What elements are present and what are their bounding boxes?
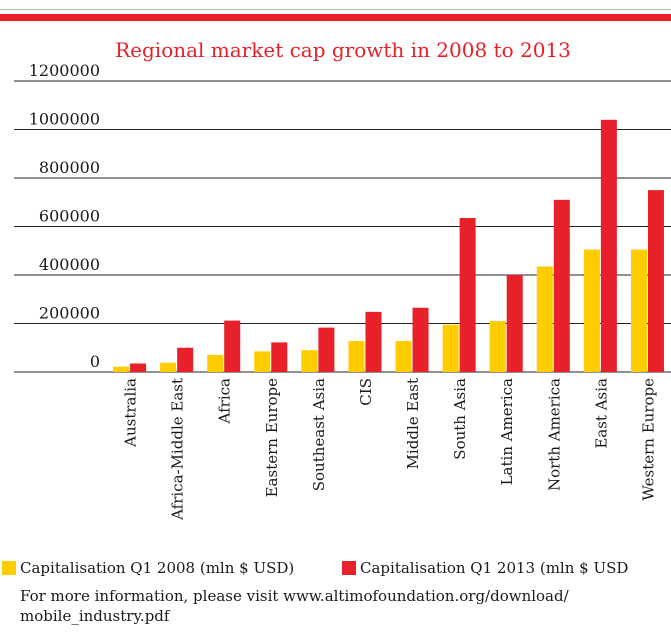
x-tick-label: Western Europe [639, 378, 657, 501]
y-tick-label: 600000 [39, 207, 100, 226]
bar-2013-eastern-europe [271, 342, 288, 372]
bar-2008-eastern-europe [254, 351, 271, 372]
x-tick-label: CIS [357, 378, 375, 406]
bar-2013-east-asia [600, 119, 617, 372]
x-tick-label: Africa [216, 378, 234, 424]
bar-chart: Regional market cap growth in 2008 to 20… [14, 38, 671, 521]
footer-note: For more information, please visit www.a… [20, 587, 569, 625]
y-tick-label: 1000000 [29, 110, 100, 129]
y-tick-label: 0 [90, 352, 100, 371]
bar-2013-western-europe [647, 190, 664, 372]
bar-2008-latin-america [489, 321, 506, 372]
bars [113, 119, 664, 372]
legend-item-2013: Capitalisation Q1 2013 (mln $ USD [342, 559, 628, 577]
y-tick-label: 400000 [39, 255, 100, 274]
legend-swatch-2013 [342, 561, 356, 575]
bar-2008-middle-east [395, 340, 412, 372]
bar-2008-cis [348, 340, 365, 372]
x-tick-label: Eastern Europe [263, 378, 281, 498]
bar-2008-western-europe [630, 249, 647, 372]
bar-2008-north-america [536, 266, 553, 372]
x-tick-label: North America [545, 378, 563, 491]
bar-2013-south-asia [459, 218, 476, 372]
x-tick-label: Southeast Asia [310, 378, 328, 491]
legend-swatch-2008 [2, 561, 16, 575]
bar-2008-africa [207, 355, 224, 372]
gridlines [14, 80, 671, 373]
header-thin-rule [0, 9, 671, 10]
y-tick-label: 200000 [39, 304, 100, 323]
bar-2008-africa-middle-east [160, 362, 177, 372]
bar-2013-africa-middle-east [177, 347, 194, 372]
bar-2008-east-asia [583, 249, 600, 372]
bar-2013-africa [224, 320, 241, 372]
legend-label-2008: Capitalisation Q1 2008 (mln $ USD) [20, 559, 295, 577]
bar-2008-southeast-asia [301, 350, 318, 372]
x-tick-label: Middle East [404, 378, 422, 469]
x-tick-label: East Asia [592, 378, 610, 449]
x-axis: Australia Africa-Middle East Africa Eastern… [122, 378, 658, 521]
y-tick-label: 800000 [39, 158, 100, 177]
bar-2013-southeast-asia [318, 327, 335, 372]
x-tick-label: Africa-Middle East [169, 378, 187, 521]
x-tick-label: South Asia [451, 378, 469, 460]
y-axis: 0 200000 400000 600000 800000 1000000 1200000 [29, 61, 100, 371]
x-tick-label: Australia [122, 378, 140, 448]
bar-2008-south-asia [442, 324, 459, 372]
legend-item-2008: Capitalisation Q1 2008 (mln $ USD) [2, 559, 294, 577]
bar-2013-latin-america [506, 275, 523, 372]
header-accent-rule [0, 14, 671, 21]
bar-2013-north-america [553, 199, 570, 372]
legend-label-2013: Capitalisation Q1 2013 (mln $ USD [360, 559, 629, 577]
x-tick-label: Latin America [498, 378, 516, 485]
chart-title: Regional market cap growth in 2008 to 20… [115, 38, 571, 62]
bar-2008-australia [113, 366, 130, 372]
y-tick-label: 1200000 [29, 61, 100, 80]
bar-2013-middle-east [412, 307, 429, 372]
bar-2013-australia [130, 363, 147, 372]
legend: Capitalisation Q1 2008 (mln $ USD) Capit… [0, 557, 671, 581]
bar-2013-cis [365, 311, 382, 372]
